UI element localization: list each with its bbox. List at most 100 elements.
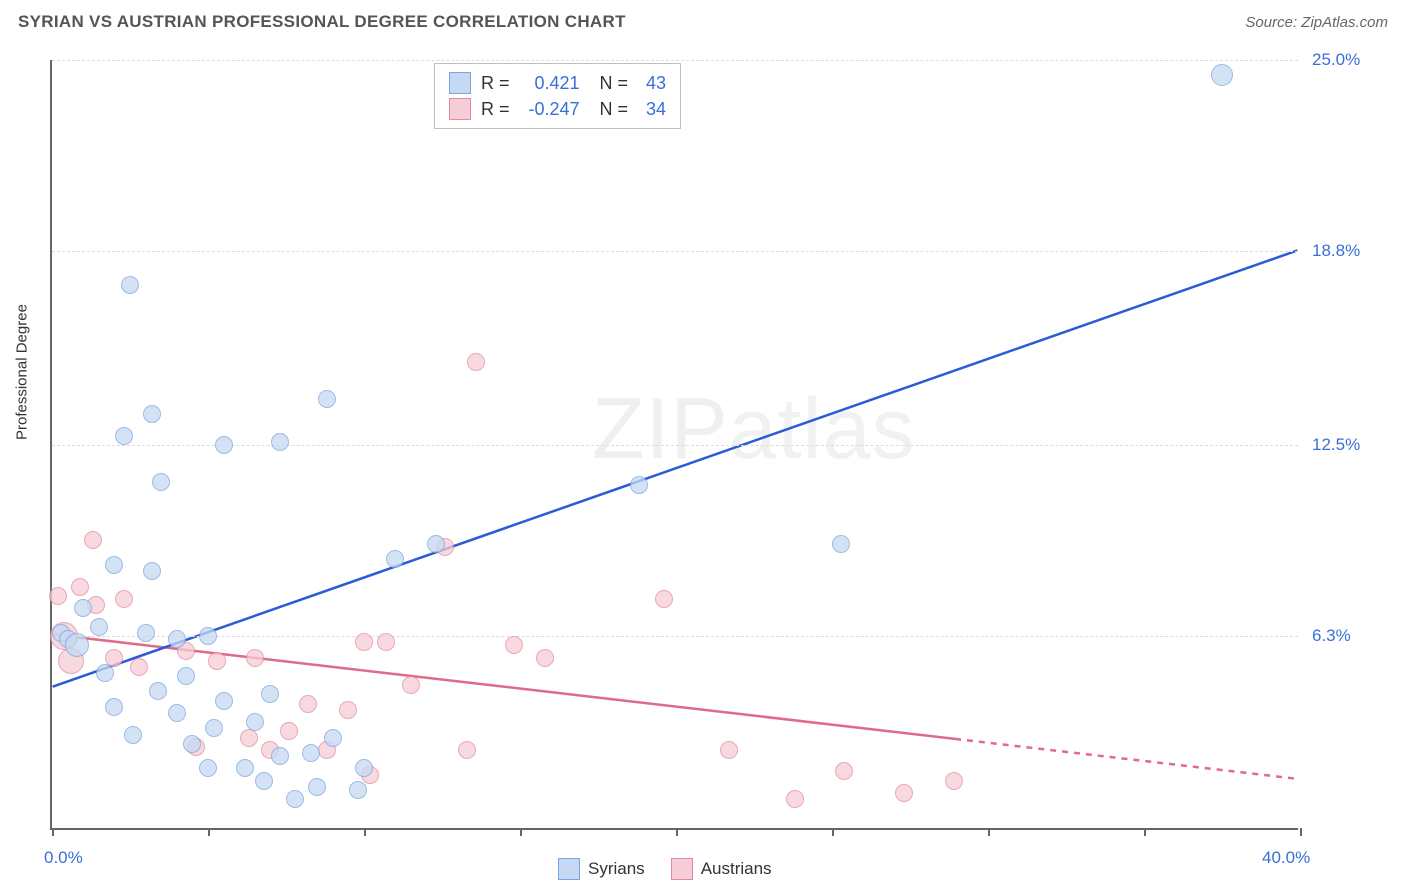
swatch-austrians [671,858,693,880]
data-point-syrians [137,624,155,642]
data-point-austrians [115,590,133,608]
data-point-syrians [115,427,133,445]
data-point-austrians [786,790,804,808]
data-point-syrians [143,562,161,580]
y-tick-label: 18.8% [1312,241,1360,261]
data-point-syrians [215,692,233,710]
data-point-syrians [246,713,264,731]
data-point-syrians [105,556,123,574]
gridline [52,445,1298,446]
data-point-austrians [402,676,420,694]
data-point-syrians [349,781,367,799]
y-tick-label: 6.3% [1312,626,1351,646]
data-point-syrians [124,726,142,744]
data-point-syrians [90,618,108,636]
data-point-syrians [427,535,445,553]
data-point-syrians [152,473,170,491]
trend-lines [52,60,1298,828]
legend-item-austrians: Austrians [671,858,772,880]
x-tick-label-max: 40.0% [1262,848,1310,868]
data-point-syrians [215,436,233,454]
data-point-austrians [130,658,148,676]
data-point-austrians [377,633,395,651]
chart-title: SYRIAN VS AUSTRIAN PROFESSIONAL DEGREE C… [18,12,626,32]
data-point-austrians [945,772,963,790]
x-tick [364,828,366,836]
x-tick-label-min: 0.0% [44,848,83,868]
n-label: N = [600,70,629,96]
n-value-syrians: 43 [638,70,666,96]
data-point-austrians [895,784,913,802]
data-point-syrians [308,778,326,796]
data-point-syrians [386,550,404,568]
source-prefix: Source: [1245,14,1301,31]
data-point-syrians [261,685,279,703]
data-point-austrians [299,695,317,713]
data-point-austrians [655,590,673,608]
legend-row-syrians: R = 0.421 N = 43 [449,70,666,96]
data-point-syrians [168,704,186,722]
data-point-syrians [65,633,89,657]
data-point-austrians [458,741,476,759]
x-tick [520,828,522,836]
legend-row-austrians: R = -0.247 N = 34 [449,96,666,122]
data-point-syrians [832,535,850,553]
n-value-austrians: 34 [638,96,666,122]
data-point-syrians [121,276,139,294]
x-tick [832,828,834,836]
gridline [52,60,1298,61]
data-point-austrians [505,636,523,654]
data-point-austrians [355,633,373,651]
data-point-syrians [149,682,167,700]
data-point-syrians [168,630,186,648]
r-value-austrians: -0.247 [520,96,580,122]
data-point-syrians [355,759,373,777]
data-point-syrians [271,747,289,765]
data-point-austrians [84,531,102,549]
n-label: N = [600,96,629,122]
data-point-syrians [255,772,273,790]
x-tick [988,828,990,836]
source-credit: Source: ZipAtlas.com [1245,14,1388,31]
trend-line [53,250,1298,686]
data-point-syrians [96,664,114,682]
data-point-syrians [183,735,201,753]
data-point-syrians [1211,64,1233,86]
x-tick [208,828,210,836]
swatch-syrians [449,72,471,94]
data-point-syrians [74,599,92,617]
data-point-austrians [280,722,298,740]
source-name: ZipAtlas.com [1301,14,1388,31]
data-point-austrians [720,741,738,759]
r-label: R = [481,70,510,96]
data-point-syrians [318,390,336,408]
data-point-syrians [324,729,342,747]
x-tick [52,828,54,836]
data-point-austrians [246,649,264,667]
data-point-syrians [105,698,123,716]
y-tick-label: 12.5% [1312,435,1360,455]
data-point-austrians [467,353,485,371]
swatch-syrians [558,858,580,880]
r-label: R = [481,96,510,122]
data-point-syrians [236,759,254,777]
y-axis-title: Professional Degree [14,304,31,440]
data-point-syrians [199,627,217,645]
gridline [52,251,1298,252]
data-point-austrians [208,652,226,670]
legend-label-austrians: Austrians [701,859,772,879]
data-point-austrians [240,729,258,747]
gridline [52,636,1298,637]
series-legend: Syrians Austrians [558,858,772,880]
data-point-syrians [143,405,161,423]
swatch-austrians [449,98,471,120]
data-point-syrians [271,433,289,451]
data-point-syrians [205,719,223,737]
data-point-syrians [199,759,217,777]
scatter-plot: ZIPatlas [50,60,1298,830]
data-point-syrians [177,667,195,685]
data-point-austrians [536,649,554,667]
data-point-syrians [302,744,320,762]
legend-label-syrians: Syrians [588,859,645,879]
data-point-syrians [630,476,648,494]
